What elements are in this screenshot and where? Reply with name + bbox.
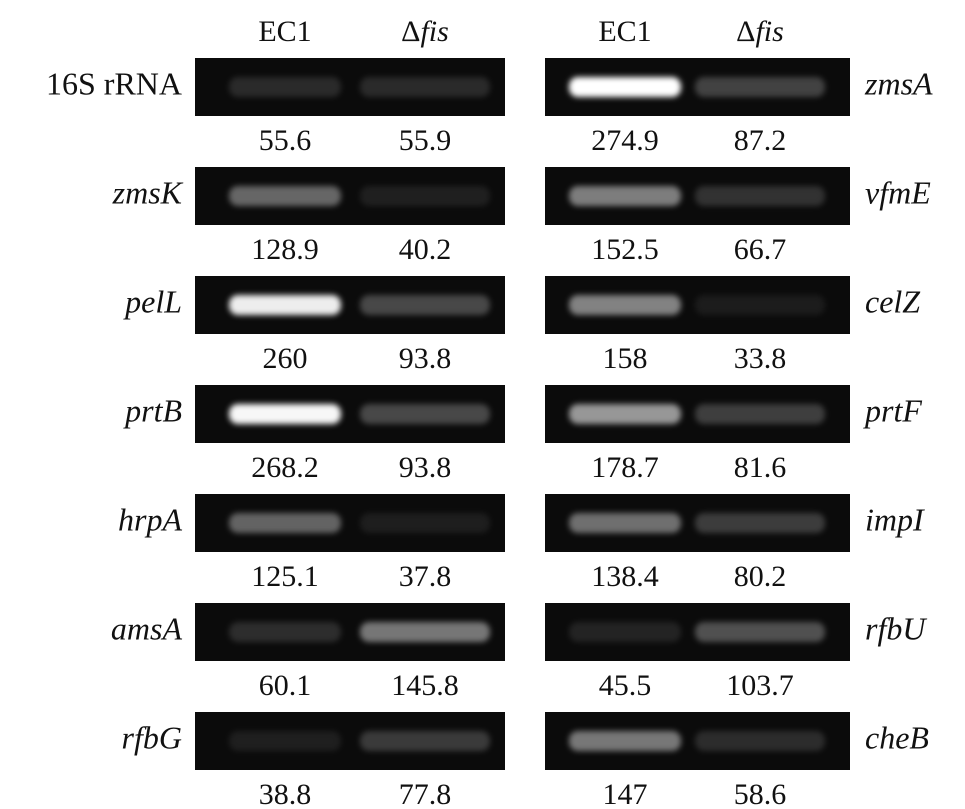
band — [569, 77, 681, 97]
band — [695, 513, 825, 533]
band-intensity: 138.4 — [591, 560, 659, 593]
band — [360, 731, 490, 751]
band — [695, 731, 825, 751]
band — [569, 295, 681, 315]
band — [360, 513, 490, 533]
gene-label: celZ — [865, 283, 921, 319]
gene-label: amsA — [111, 610, 183, 646]
band — [229, 731, 341, 751]
band-intensity: 268.2 — [251, 451, 319, 484]
band-intensity: 55.9 — [399, 124, 452, 157]
gene-label: rfbG — [122, 719, 182, 755]
gel-figure: EC1 Δfis 16S rRNA 55.6 55.9 zmsK 128.9 40.2 pelL… — [0, 0, 965, 809]
gene-label: vfmE — [865, 174, 931, 210]
band — [569, 731, 681, 751]
gene-label: impI — [865, 501, 925, 537]
band — [229, 513, 341, 533]
lane-header: Δfis — [401, 15, 449, 48]
strain-name: fis — [420, 15, 448, 48]
band-intensity: 260 — [263, 342, 308, 375]
band-intensity: 45.5 — [599, 669, 652, 702]
band — [695, 186, 825, 206]
gene-label: hrpA — [118, 501, 182, 537]
band-intensity: 128.9 — [251, 233, 319, 266]
band-intensity: 55.6 — [259, 124, 312, 157]
delta-symbol: Δ — [736, 15, 755, 48]
gene-label: 16S rRNA — [46, 65, 182, 101]
band — [360, 295, 490, 315]
band — [360, 404, 490, 424]
band-intensity: 80.2 — [734, 560, 787, 593]
band — [569, 622, 681, 642]
band-intensity: 38.8 — [259, 778, 312, 809]
lane-header: EC1 — [258, 15, 311, 48]
band-intensity: 125.1 — [251, 560, 319, 593]
band — [229, 186, 341, 206]
band-intensity: 87.2 — [734, 124, 787, 157]
band — [229, 77, 341, 97]
band-intensity: 158 — [603, 342, 648, 375]
band-intensity: 81.6 — [734, 451, 787, 484]
band — [229, 622, 341, 642]
band-intensity: 274.9 — [591, 124, 659, 157]
band — [229, 404, 341, 424]
gene-label: zmsA — [864, 65, 933, 101]
band — [360, 186, 490, 206]
band-intensity: 145.8 — [391, 669, 459, 702]
band-intensity: 33.8 — [734, 342, 787, 375]
band — [695, 77, 825, 97]
gene-label: prtF — [863, 392, 922, 428]
band — [695, 622, 825, 642]
band — [569, 404, 681, 424]
band-intensity: 58.6 — [734, 778, 787, 809]
band-intensity: 77.8 — [399, 778, 452, 809]
gene-label: pelL — [123, 283, 182, 319]
delta-symbol: Δ — [401, 15, 420, 48]
gene-label: rfbU — [865, 610, 927, 646]
band — [360, 622, 490, 642]
band — [695, 404, 825, 424]
lane-header: EC1 — [598, 15, 651, 48]
gene-label: cheB — [865, 719, 929, 755]
band-intensity: 152.5 — [591, 233, 659, 266]
band-intensity: 103.7 — [726, 669, 794, 702]
lane-header: Δfis — [736, 15, 784, 48]
band-intensity: 66.7 — [734, 233, 787, 266]
band-intensity: 178.7 — [591, 451, 659, 484]
gene-label: prtB — [123, 392, 182, 428]
band — [360, 77, 490, 97]
band-intensity: 40.2 — [399, 233, 452, 266]
strain-name: fis — [755, 15, 783, 48]
gene-label: zmsK — [112, 174, 184, 210]
band — [569, 186, 681, 206]
band — [695, 295, 825, 315]
band-intensity: 60.1 — [259, 669, 312, 702]
band-intensity: 37.8 — [399, 560, 452, 593]
band — [569, 513, 681, 533]
band-intensity: 93.8 — [399, 451, 452, 484]
band-intensity: 147 — [603, 778, 648, 809]
band — [229, 295, 341, 315]
band-intensity: 93.8 — [399, 342, 452, 375]
